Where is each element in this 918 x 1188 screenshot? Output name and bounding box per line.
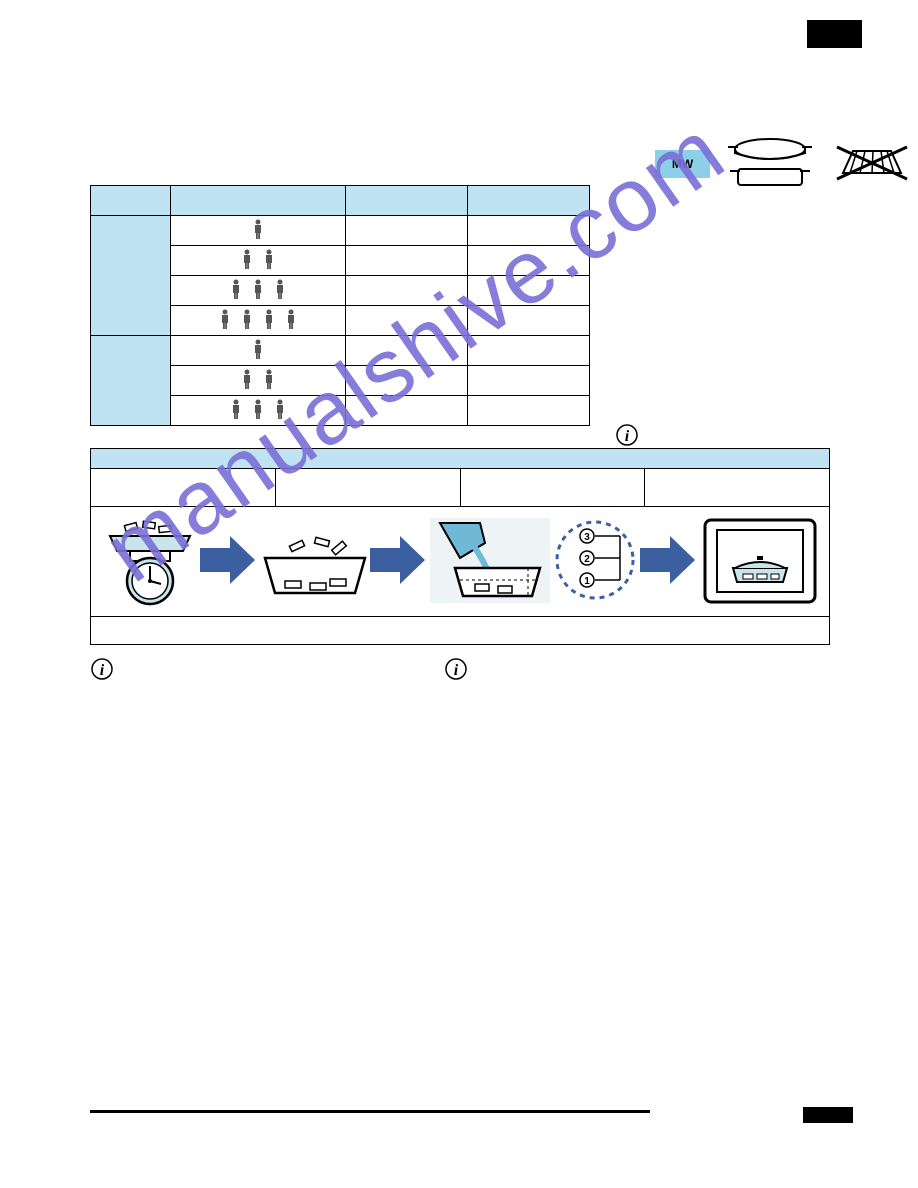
- prep-illustration-cell: 3 2 1: [91, 507, 830, 617]
- info-icon: i: [444, 657, 468, 681]
- prep-sub-cell: [460, 469, 645, 507]
- prep-footer-row: [91, 617, 830, 645]
- prep-sub-cell: [275, 469, 460, 507]
- footer-block: [803, 1107, 853, 1123]
- svg-text:2: 2: [584, 554, 590, 565]
- svg-text:i: i: [100, 662, 105, 679]
- person-glyph: [178, 338, 338, 360]
- dish-allowed-icon: [720, 133, 820, 193]
- people-cell: [171, 246, 346, 276]
- pour-water-icon: [430, 518, 550, 603]
- table-header-row: [91, 186, 590, 216]
- mw-badge-text: MW: [672, 157, 693, 171]
- header-cell: [91, 186, 171, 216]
- value-cell: [468, 216, 590, 246]
- main-content: MW: [90, 155, 840, 681]
- corner-tab: [807, 20, 862, 48]
- prep-sub-row: [91, 469, 830, 507]
- value-cell: [346, 276, 468, 306]
- svg-text:3: 3: [584, 532, 590, 543]
- arrow-icon: [640, 536, 695, 584]
- arrow-icon: [200, 536, 255, 584]
- header-cell: [468, 186, 590, 216]
- group-cell: [91, 336, 171, 426]
- people-cell: [171, 306, 346, 336]
- prep-sub-cell: [645, 469, 830, 507]
- portion-table: [90, 185, 590, 426]
- levels-icon: 3 2 1: [557, 522, 633, 598]
- value-cell: [346, 366, 468, 396]
- mw-badge: MW: [655, 150, 710, 178]
- header-cell: [171, 186, 346, 216]
- prep-header-cell: [91, 449, 830, 469]
- value-cell: [346, 306, 468, 336]
- scale-icon: [110, 521, 190, 604]
- value-cell: [346, 216, 468, 246]
- value-cell: [468, 246, 590, 276]
- value-cell: [468, 396, 590, 426]
- person-glyph: [178, 398, 338, 420]
- value-cell: [346, 246, 468, 276]
- header-cell: [346, 186, 468, 216]
- svg-text:i: i: [625, 428, 630, 445]
- prep-header-row: [91, 449, 830, 469]
- table-row: [91, 216, 590, 246]
- people-cell: [171, 216, 346, 246]
- people-cell: [171, 396, 346, 426]
- prep-sub-cell: [91, 469, 276, 507]
- value-cell: [468, 306, 590, 336]
- people-cell: [171, 366, 346, 396]
- person-glyph: [178, 218, 338, 240]
- oven-icon: [705, 520, 815, 602]
- person-glyph: [178, 368, 338, 390]
- value-cell: [468, 276, 590, 306]
- info-row: i i: [90, 657, 840, 681]
- prep-footer-cell: [91, 617, 830, 645]
- info-icon: i: [615, 423, 639, 447]
- person-glyph: [178, 308, 338, 330]
- prep-illustration-row: 3 2 1: [91, 507, 830, 617]
- prep-steps-illustration: 3 2 1: [95, 508, 825, 613]
- people-cell: [171, 336, 346, 366]
- footer-rule: [90, 1110, 650, 1113]
- person-glyph: [178, 248, 338, 270]
- arrow-icon: [370, 536, 425, 584]
- people-cell: [171, 276, 346, 306]
- person-glyph: [178, 278, 338, 300]
- value-cell: [346, 396, 468, 426]
- value-cell: [346, 336, 468, 366]
- prep-table: 3 2 1: [90, 448, 830, 645]
- rack-not-allowed-icon: [835, 139, 910, 187]
- value-cell: [468, 366, 590, 396]
- svg-text:1: 1: [584, 576, 590, 587]
- value-cell: [468, 336, 590, 366]
- svg-text:i: i: [454, 662, 459, 679]
- info-icon: i: [90, 657, 114, 681]
- group-cell: [91, 216, 171, 336]
- dish-icon: [265, 537, 365, 593]
- table-row: [91, 336, 590, 366]
